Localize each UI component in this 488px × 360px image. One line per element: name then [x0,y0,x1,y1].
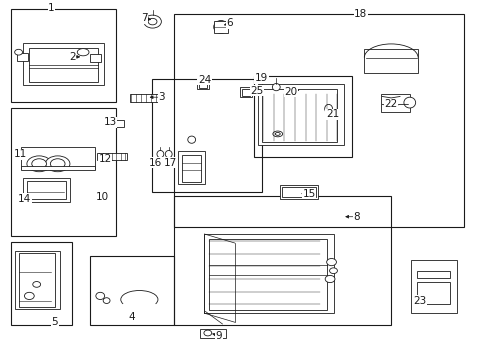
Ellipse shape [326,258,336,266]
Ellipse shape [272,84,280,91]
Bar [182,155,201,182]
Ellipse shape [217,23,224,31]
Ellipse shape [77,49,89,56]
Bar [410,260,456,313]
Text: 12: 12 [98,154,112,164]
Bar [204,234,333,313]
Ellipse shape [213,21,228,33]
Ellipse shape [203,330,211,336]
Ellipse shape [324,104,332,113]
Bar [254,76,351,157]
Bar [20,166,95,170]
Text: 13: 13 [103,117,117,127]
Bar [23,43,104,85]
Ellipse shape [15,49,22,55]
Text: 4: 4 [128,312,135,322]
Ellipse shape [272,131,282,137]
Text: 7: 7 [141,13,147,23]
Text: 14: 14 [18,194,31,204]
Text: 24: 24 [197,75,211,85]
Bar [11,242,72,325]
Bar [258,84,343,145]
Bar [241,89,249,96]
Ellipse shape [45,156,70,172]
Ellipse shape [96,292,104,300]
Bar [213,21,228,33]
Bar [90,54,101,62]
Text: 2: 2 [69,52,76,62]
Bar [239,87,251,97]
Ellipse shape [157,150,163,158]
Text: 5: 5 [51,317,58,327]
Bar [199,329,226,338]
Bar [129,94,158,102]
Bar [173,196,390,325]
Ellipse shape [187,136,195,143]
Bar [90,256,173,325]
Ellipse shape [148,18,157,25]
Text: 8: 8 [353,212,360,222]
Text: 6: 6 [226,18,233,28]
Ellipse shape [165,150,172,158]
Bar [113,120,124,127]
Ellipse shape [325,275,334,283]
Bar [173,14,463,227]
Text: 17: 17 [163,158,177,168]
Ellipse shape [326,109,338,115]
Bar [209,239,326,310]
Text: 19: 19 [254,73,268,84]
Bar [97,153,127,160]
Ellipse shape [24,292,34,300]
Ellipse shape [50,159,65,169]
Bar [20,147,95,169]
Text: 11: 11 [14,149,27,159]
Bar [416,271,449,278]
Ellipse shape [103,298,110,303]
Text: 1: 1 [48,3,55,13]
Bar [17,53,28,61]
Text: 3: 3 [158,92,164,102]
Bar [23,178,70,202]
Text: 15: 15 [302,189,315,199]
Bar [11,9,116,102]
Bar [15,251,60,309]
Bar [416,282,449,304]
Bar [19,253,55,307]
Ellipse shape [403,97,415,108]
Ellipse shape [275,132,280,135]
Bar [198,81,206,88]
Bar [261,89,337,142]
Bar [27,181,66,199]
Text: 10: 10 [96,192,109,202]
Text: 22: 22 [384,99,397,109]
Bar [364,49,417,73]
Bar [151,79,261,192]
Text: 25: 25 [249,86,263,96]
Bar [381,94,409,112]
Bar [29,48,98,82]
Text: 21: 21 [325,109,339,120]
Ellipse shape [329,268,337,274]
Ellipse shape [32,159,46,169]
Ellipse shape [143,15,161,28]
Text: 23: 23 [412,296,426,306]
Bar [279,185,317,199]
Text: 18: 18 [353,9,367,19]
Text: 20: 20 [284,87,297,97]
Bar [196,79,208,89]
Bar [11,108,116,236]
Ellipse shape [33,282,41,287]
Bar [178,151,205,184]
Text: 9: 9 [215,330,222,341]
Ellipse shape [27,156,51,172]
Bar [281,187,315,197]
Text: 16: 16 [148,158,162,168]
